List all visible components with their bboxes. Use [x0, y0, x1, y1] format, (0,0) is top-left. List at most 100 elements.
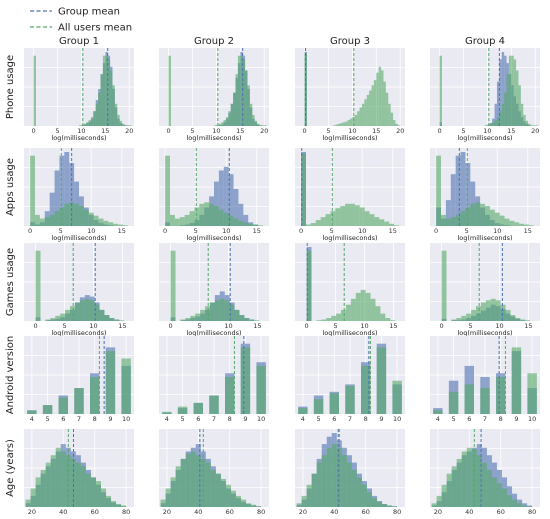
all-users-histogram-bar: [341, 309, 346, 321]
all-users-histogram-bar: [121, 505, 127, 507]
panel: 4 5 6 7 8 9 10: [295, 336, 405, 423]
all-users-histogram-bar: [234, 309, 240, 321]
x-tick-label: 4: [301, 415, 305, 423]
all-users-histogram-bar: [359, 107, 362, 126]
x-tick-label: 15: [253, 227, 261, 235]
all-users-histogram-bar: [249, 319, 255, 321]
all-users-histogram-bar: [244, 318, 250, 321]
all-users-histogram-bar: [298, 408, 308, 414]
all-users-histogram-bar: [218, 209, 224, 226]
all-users-histogram-bar: [55, 315, 61, 321]
x-tick-label: 9: [379, 415, 383, 423]
x-tick-label: 60: [226, 508, 234, 516]
all-users-histogram-bar: [494, 120, 497, 126]
x-tick-label: 7: [77, 415, 81, 423]
all-users-histogram-bar: [496, 483, 502, 507]
all-users-histogram-bar: [522, 505, 528, 507]
row-label: Apps usage: [5, 158, 16, 216]
all-users-histogram-bar: [195, 313, 201, 321]
x-tick-label: 6: [467, 415, 471, 423]
group-histogram-bar: [59, 155, 65, 226]
group-histogram-bar: [504, 55, 507, 127]
all-users-histogram-bar: [75, 462, 81, 507]
all-users-histogram-bar: [392, 506, 398, 507]
all-users-histogram-bar: [40, 470, 46, 507]
all-users-histogram-bar: [129, 125, 132, 126]
all-users-histogram-bar: [256, 506, 262, 507]
x-axis-label: log(milliseconds): [322, 329, 377, 337]
all-users-histogram-bar: [93, 215, 99, 226]
x-axis-label: log(milliseconds): [457, 134, 512, 142]
x-tick-label: 20: [163, 508, 171, 516]
x-tick-label: 7: [212, 415, 216, 423]
column-title: Group 3: [330, 36, 370, 47]
x-tick-label: 0: [299, 227, 303, 235]
legend-group-mean-label: Group mean: [58, 7, 120, 18]
all-users-histogram-bar: [326, 447, 332, 507]
x-tick-label: 10: [393, 415, 401, 423]
x-tick-label: 20: [531, 127, 539, 135]
all-users-histogram-bar: [50, 455, 56, 507]
all-users-histogram-bar: [456, 318, 462, 321]
panel: 0 5 10 15 log(milliseconds): [24, 148, 134, 242]
all-users-histogram-bar: [489, 123, 493, 126]
all-users-histogram-bar: [95, 103, 99, 126]
all-users-histogram-bar: [259, 125, 262, 126]
all-users-histogram-bar: [107, 59, 111, 126]
x-tick-label: 4: [165, 415, 169, 423]
all-users-histogram-bar: [240, 347, 251, 414]
all-users-histogram-bar: [480, 203, 485, 226]
all-users-histogram-bar: [380, 313, 386, 321]
x-tick-label: 10: [87, 227, 95, 235]
all-users-histogram-bar: [70, 458, 76, 507]
all-users-histogram-bar: [124, 125, 127, 126]
x-tick-label: 20: [396, 127, 404, 135]
all-users-histogram-bar: [512, 499, 518, 507]
all-users-histogram-bar: [237, 55, 241, 127]
all-users-histogram-bar: [195, 455, 201, 507]
all-users-histogram-bar: [359, 207, 365, 226]
x-tick-label: 10: [89, 322, 97, 330]
x-tick-label: 10: [483, 127, 491, 135]
x-tick-label: 10: [495, 322, 503, 330]
all-users-histogram-bar: [451, 319, 457, 321]
x-tick-label: 0: [166, 127, 170, 135]
x-axis-label: log(milliseconds): [186, 329, 241, 337]
all-users-histogram-bar: [351, 470, 357, 507]
all-users-histogram-bar: [366, 94, 370, 126]
all-users-histogram-bar: [45, 319, 51, 321]
all-users-histogram-bar: [455, 214, 461, 226]
all-users-histogram-bar: [215, 473, 221, 507]
all-users-histogram-bar: [460, 211, 466, 226]
all-users-histogram-bar: [306, 250, 312, 321]
all-users-histogram-bar: [121, 358, 131, 414]
all-users-histogram-bar: [393, 120, 396, 126]
all-users-histogram-bar: [258, 225, 263, 226]
x-tick-label: 15: [372, 127, 380, 135]
group-histogram-bar: [522, 503, 528, 507]
all-users-histogram-bar: [230, 490, 236, 507]
all-users-histogram-bar: [508, 55, 512, 127]
all-users-histogram-bar: [495, 300, 501, 321]
x-axis-label: log(milliseconds): [322, 134, 377, 142]
all-users-histogram-bar: [350, 118, 353, 126]
all-users-histogram-bar: [513, 59, 517, 126]
all-users-histogram-bar: [374, 217, 380, 226]
all-users-histogram-bar: [340, 123, 343, 126]
all-users-histogram-bar: [162, 411, 172, 414]
all-users-histogram-bar: [65, 309, 71, 321]
x-tick-label: 5: [55, 127, 59, 135]
all-users-histogram-bar: [170, 250, 176, 321]
all-users-histogram-bar: [517, 503, 523, 507]
all-users-histogram-bar: [471, 309, 477, 321]
x-tick-label: 40: [59, 508, 67, 516]
all-users-histogram-bar: [345, 203, 350, 226]
all-users-histogram-bar: [111, 501, 117, 507]
group-histogram-bar: [214, 181, 219, 226]
x-tick-label: 0: [31, 127, 35, 135]
x-tick-label: 7: [483, 415, 487, 423]
all-users-histogram-bar: [345, 385, 355, 414]
panel: 0 5 10 15 log(milliseconds): [430, 243, 540, 337]
all-users-histogram-bar: [242, 59, 246, 126]
all-users-histogram-bar: [481, 462, 487, 507]
